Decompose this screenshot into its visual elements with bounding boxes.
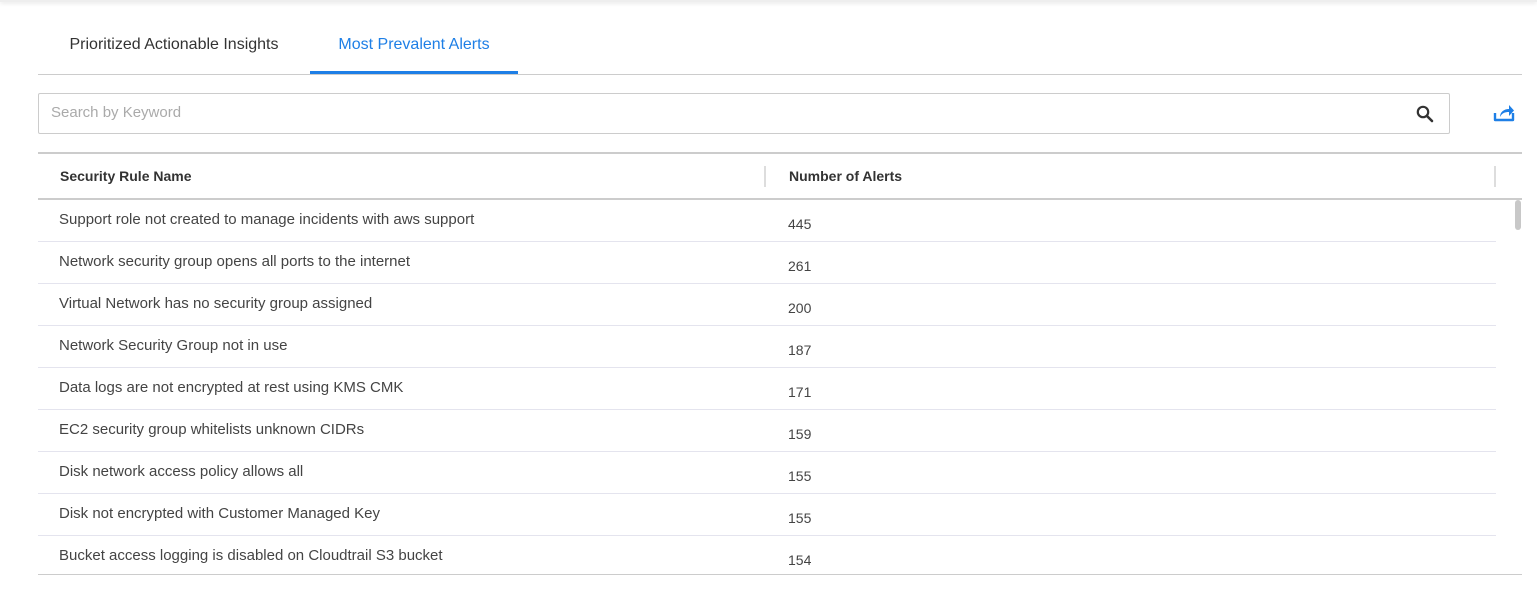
table-body: Support role not created to manage incid…: [38, 200, 1522, 574]
rule-name-cell: Disk not encrypted with Customer Managed…: [59, 505, 380, 522]
table-row[interactable]: EC2 security group whitelists unknown CI…: [38, 410, 1496, 452]
alert-count-cell: 155: [788, 510, 812, 526]
alert-count-cell: 200: [788, 300, 812, 316]
top-bar-shadow: [0, 0, 1537, 2]
table-row[interactable]: Bucket access logging is disabled on Clo…: [38, 536, 1496, 574]
column-header-security-rule-name[interactable]: Security Rule Name: [60, 168, 192, 184]
alerts-table: Security Rule Name Number of Alerts Supp…: [38, 152, 1522, 575]
vertical-scrollbar[interactable]: [1515, 200, 1521, 230]
column-header-number-of-alerts[interactable]: Number of Alerts: [789, 168, 903, 184]
rule-name-cell: Data logs are not encrypted at rest usin…: [59, 379, 404, 396]
column-resize-handle[interactable]: [764, 166, 766, 187]
rule-name-cell: Bucket access logging is disabled on Clo…: [59, 547, 443, 564]
tab-prioritized-actionable-insights[interactable]: Prioritized Actionable Insights: [69, 36, 279, 53]
rule-name-cell: Disk network access policy allows all: [59, 463, 304, 480]
share-export-icon[interactable]: [1492, 101, 1516, 125]
table-header: Security Rule Name Number of Alerts: [38, 154, 1522, 200]
table-row[interactable]: Disk network access policy allows all 155: [38, 452, 1496, 494]
table-row[interactable]: Data logs are not encrypted at rest usin…: [38, 368, 1496, 410]
alert-count-cell: 154: [788, 552, 812, 568]
table-row[interactable]: Disk not encrypted with Customer Managed…: [38, 494, 1496, 536]
tab-most-prevalent-alerts[interactable]: Most Prevalent Alerts: [310, 30, 518, 74]
column-resize-handle[interactable]: [1494, 166, 1496, 187]
table-row[interactable]: Network Security Group not in use 187: [38, 326, 1496, 368]
rule-name-cell: Support role not created to manage incid…: [59, 211, 475, 228]
search-box: [38, 93, 1450, 134]
alert-count-cell: 187: [788, 342, 812, 358]
search-input[interactable]: [39, 94, 1403, 131]
table-row[interactable]: Support role not created to manage incid…: [38, 200, 1496, 242]
rule-name-cell: Virtual Network has no security group as…: [59, 295, 373, 312]
alert-count-cell: 261: [788, 258, 812, 274]
rule-name-cell: EC2 security group whitelists unknown CI…: [59, 421, 365, 438]
table-row[interactable]: Network security group opens all ports t…: [38, 242, 1496, 284]
alert-count-cell: 159: [788, 426, 812, 442]
tab-bar: Prioritized Actionable Insights Most Pre…: [38, 30, 1522, 75]
table-row[interactable]: Virtual Network has no security group as…: [38, 284, 1496, 326]
rule-name-cell: Network Security Group not in use: [59, 337, 288, 354]
alert-count-cell: 171: [788, 384, 812, 400]
alert-count-cell: 445: [788, 216, 812, 232]
search-icon[interactable]: [1415, 104, 1435, 124]
alert-count-cell: 155: [788, 468, 812, 484]
rule-name-cell: Network security group opens all ports t…: [59, 253, 411, 270]
